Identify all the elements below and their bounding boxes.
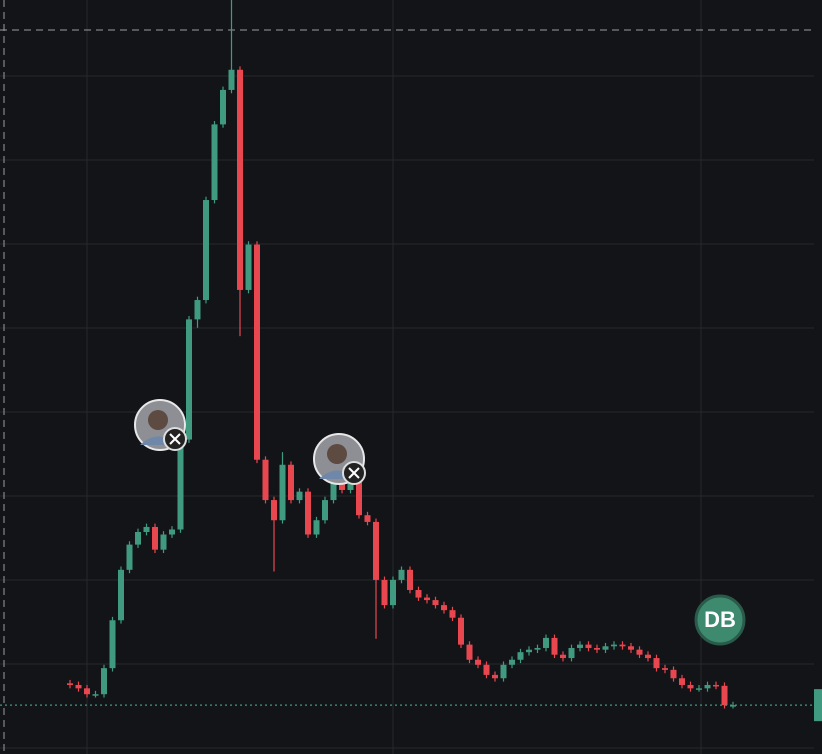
candle-body bbox=[245, 244, 252, 290]
candle-body bbox=[152, 526, 158, 550]
candle-body bbox=[517, 652, 524, 660]
candle-body bbox=[424, 597, 430, 601]
candle-body bbox=[177, 439, 184, 530]
candle-body bbox=[713, 684, 719, 687]
candle-body bbox=[466, 644, 473, 660]
candle-body bbox=[313, 520, 320, 535]
marker-circle bbox=[694, 594, 746, 646]
candle-body bbox=[135, 532, 141, 545]
candle-body bbox=[262, 459, 269, 501]
candle-body bbox=[67, 683, 73, 685]
candle-body bbox=[75, 684, 82, 689]
candle-body bbox=[186, 319, 192, 440]
candle-body bbox=[279, 464, 286, 521]
candle-body bbox=[594, 647, 600, 650]
candle-body bbox=[611, 644, 617, 647]
price-tag bbox=[814, 689, 822, 722]
candle-body bbox=[475, 659, 481, 665]
candle-body bbox=[687, 684, 694, 689]
candle-body bbox=[458, 617, 464, 645]
candle-body bbox=[662, 668, 668, 670]
candle-body bbox=[398, 569, 405, 580]
candle-body bbox=[288, 464, 294, 501]
candle-body bbox=[415, 589, 422, 598]
avatar[interactable] bbox=[313, 433, 366, 485]
candle-body bbox=[670, 669, 677, 679]
candle-body bbox=[500, 664, 507, 679]
candle-body bbox=[560, 654, 566, 659]
candle-body bbox=[721, 685, 728, 706]
x-icon bbox=[348, 467, 360, 479]
candle-body bbox=[628, 646, 634, 650]
candle-body bbox=[704, 684, 711, 689]
candle-body bbox=[84, 688, 90, 695]
avatar-face bbox=[148, 410, 168, 430]
avatar[interactable] bbox=[134, 399, 187, 451]
candle-body bbox=[679, 678, 685, 685]
candle-body bbox=[271, 500, 277, 521]
candle-body bbox=[101, 668, 107, 695]
candle-body bbox=[143, 526, 150, 533]
candle-body bbox=[568, 647, 575, 659]
candle-body bbox=[356, 474, 362, 516]
candle-body bbox=[211, 124, 218, 201]
candle-body bbox=[645, 654, 651, 659]
candle-body bbox=[118, 569, 124, 621]
candle-body bbox=[92, 694, 99, 696]
candle-body bbox=[228, 69, 235, 90]
candle-body bbox=[636, 649, 643, 655]
candle-body bbox=[220, 89, 226, 125]
candle-body bbox=[577, 644, 583, 648]
candle-body bbox=[322, 500, 328, 521]
candle-body bbox=[441, 605, 447, 611]
candle-body bbox=[696, 688, 702, 690]
candle-body bbox=[109, 620, 116, 669]
marker-label: DB bbox=[704, 607, 736, 632]
candle-body bbox=[483, 664, 490, 675]
candle-body bbox=[381, 579, 388, 606]
avatar-face bbox=[327, 444, 347, 464]
candle-body bbox=[194, 300, 201, 320]
candle-body bbox=[390, 579, 396, 606]
candle-body bbox=[305, 491, 311, 535]
candle-body bbox=[551, 637, 558, 655]
x-icon bbox=[169, 433, 181, 445]
candle-body bbox=[296, 491, 303, 501]
candle-body bbox=[160, 534, 167, 550]
candle-body bbox=[364, 515, 371, 522]
candle-body bbox=[526, 649, 532, 653]
candle-body bbox=[492, 674, 498, 679]
candle-body bbox=[509, 659, 515, 665]
candle-body bbox=[432, 600, 439, 606]
candle-body bbox=[602, 646, 609, 650]
candle-body bbox=[169, 529, 175, 535]
candle-body bbox=[203, 200, 209, 301]
candle-body bbox=[653, 658, 660, 669]
candle-body bbox=[449, 610, 456, 618]
marker[interactable]: DB bbox=[694, 594, 746, 646]
candle-body bbox=[534, 647, 541, 650]
candle-body bbox=[585, 644, 592, 648]
candle-body bbox=[126, 544, 133, 570]
candle-body bbox=[407, 569, 413, 590]
candle-body bbox=[373, 521, 379, 580]
candle-body bbox=[730, 705, 736, 707]
candle-body bbox=[254, 244, 260, 460]
candle-body bbox=[619, 644, 626, 647]
candle-body bbox=[237, 69, 243, 290]
candle-body bbox=[543, 637, 549, 648]
